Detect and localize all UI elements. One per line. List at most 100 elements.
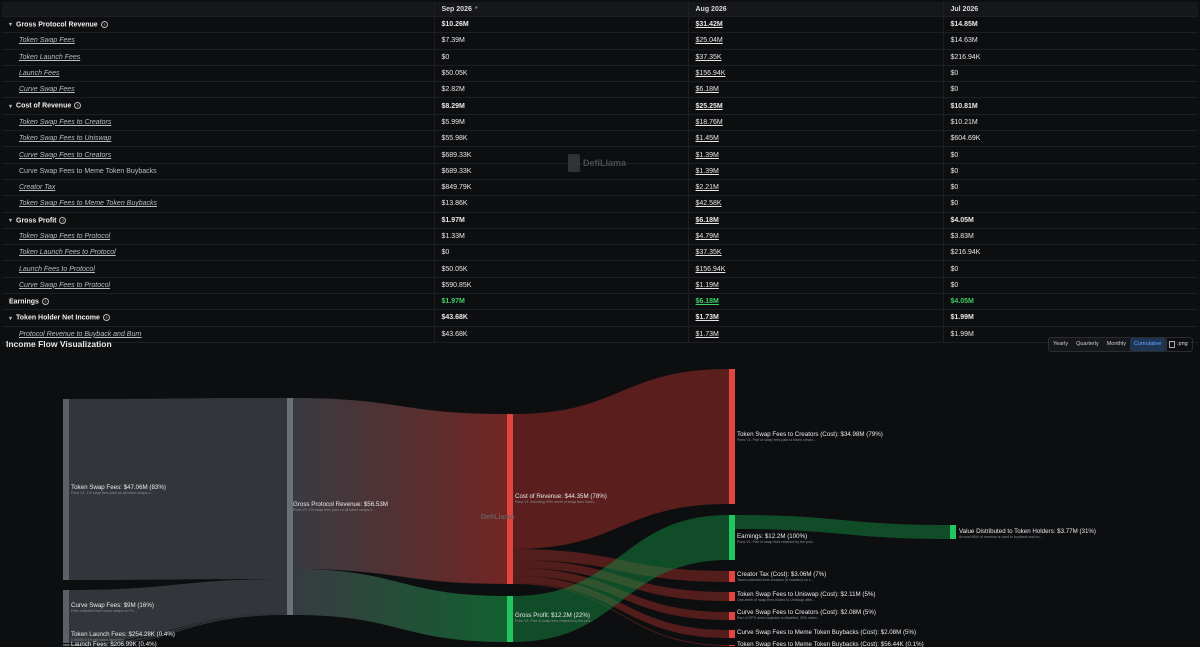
row-label-text: Token Swap Fees to Uniswap <box>19 135 112 143</box>
cell-value: $0 <box>942 260 1198 278</box>
sankey-node-csfc[interactable] <box>729 612 735 620</box>
row-label[interactable]: Creator Tax <box>2 179 434 197</box>
cell-value: $6.18M <box>687 293 943 311</box>
cell-value: $1.45M <box>687 130 943 148</box>
cell-value: $5.99M <box>433 114 688 132</box>
row-label[interactable]: Curve Swap Fees to Creators <box>2 146 434 164</box>
period-monthly-button[interactable]: Monthly <box>1106 341 1126 347</box>
sankey-node-vdth[interactable] <box>950 525 956 539</box>
row-label[interactable]: Token Swap Fees to Meme Token Buybacks <box>2 195 434 213</box>
sankey-label-earn: Earnings: $12.2M (100%) <box>737 533 807 540</box>
cell-value: $1.97M <box>433 212 688 229</box>
cell-value: $43.68K <box>433 326 688 343</box>
sankey-node-ctax[interactable] <box>729 571 735 582</box>
sankey-label-gpr: Gross Protocol Revenue: $56.53M <box>293 501 388 508</box>
cell-value: $604.69K <box>942 130 1198 148</box>
chevron-down-icon[interactable]: ▾ <box>9 217 13 224</box>
info-icon[interactable]: ? <box>102 314 110 322</box>
sankey-label-lf: Launch Fees: $206.99K (0.4%) <box>71 641 157 647</box>
cell-value: $0 <box>942 277 1198 295</box>
info-icon[interactable]: ? <box>100 20 108 28</box>
sankey-node-tlf[interactable] <box>63 644 69 646</box>
sankey-node-tsfu[interactable] <box>729 592 735 601</box>
cell-value: $1.19M <box>687 277 943 295</box>
chevron-down-icon[interactable]: ▾ <box>9 103 13 110</box>
download-png-button[interactable]: .png <box>1164 337 1193 352</box>
row-label[interactable]: Curve Swap Fees to Protocol <box>2 277 434 295</box>
row-label: ▾ Gross Protocol Revenue? <box>2 16 434 34</box>
cell-value: $8.29M <box>433 97 688 115</box>
row-label[interactable]: Token Swap Fees to Uniswap <box>2 130 434 148</box>
table-header-row: Sep 2026 * Aug 2026 Jul 2026 <box>2 2 1198 17</box>
chevron-down-icon[interactable]: ▾ <box>9 22 13 29</box>
cell-value: $14.85M <box>942 16 1198 34</box>
row-label: ▾ Gross Profit? <box>2 212 434 229</box>
period-quarterly-button[interactable]: Quarterly <box>1076 341 1099 347</box>
row-label[interactable]: Token Launch Fees <box>2 49 434 66</box>
info-icon[interactable]: ? <box>74 102 82 110</box>
header-jul-2026[interactable]: Jul 2026 <box>942 2 1198 17</box>
row-label-text: Curve Swap Fees to Protocol <box>19 281 111 289</box>
cell-value: $689.33K <box>433 163 688 180</box>
row-label[interactable]: Curve Swap Fees <box>2 81 434 99</box>
row-label-text: Token Launch Fees <box>19 53 81 61</box>
cell-value: $1.39M <box>687 163 943 180</box>
cell-value: $0 <box>942 163 1198 180</box>
header-sep-2026[interactable]: Sep 2026 * <box>433 2 688 17</box>
sankey-node-earn[interactable] <box>729 515 735 560</box>
png-label: .png <box>1177 341 1188 347</box>
sankey-node-cor[interactable] <box>507 414 513 584</box>
sankey-sublabel-csf: Fees collected from curve swaps on Po... <box>71 609 137 613</box>
period-yearly-button[interactable]: Yearly <box>1053 341 1069 347</box>
sankey-sublabel-csfc: Part of CPS when buyback is disabled, 30… <box>737 616 820 620</box>
sankey-sublabel-gp: Pons V1: Part of swap fees retained by t… <box>515 619 593 623</box>
row-label-text: Gross Profit <box>16 216 57 224</box>
sankey-sublabel-tsf: Pons V1: 1% swap fees paid on all token … <box>71 491 153 495</box>
cell-value: $25.25M <box>687 97 943 115</box>
row-label[interactable]: Token Launch Fees to Protocol <box>2 244 434 262</box>
flow-curve-swap-fees <box>69 579 287 643</box>
flow-to-token-holders <box>735 515 950 539</box>
sankey-sublabel-ctax: Taxes collected from creators (if enable… <box>737 578 814 582</box>
row-label[interactable]: Token Swap Fees to Protocol <box>2 228 434 246</box>
table-row: Token Swap Fees to Uniswap $55.98K $1.45M $… <box>2 130 1198 148</box>
flow-to-cost-of-revenue <box>293 398 507 584</box>
cell-value: $156.94K <box>687 65 943 83</box>
sankey-node-csfm[interactable] <box>729 630 735 638</box>
info-icon[interactable]: ? <box>59 216 67 224</box>
table-row[interactable]: ▾ Cost of Revenue? $8.29M $25.25M $10.81M <box>2 97 1198 115</box>
sankey-node-gpr[interactable] <box>287 398 293 615</box>
row-label[interactable]: Protocol Revenue to Buyback and Burn <box>2 326 434 343</box>
row-label[interactable]: Token Swap Fees to Creators <box>2 114 434 132</box>
sankey-sublabel-cor: Pons V1: including 99% worth of swap fee… <box>515 500 597 504</box>
cell-value: $7.39M <box>433 32 688 50</box>
cell-value: $849.79K <box>433 179 688 197</box>
table-row: Launch Fees $50.05K $156.94K $0 <box>2 65 1198 83</box>
cell-value: $42.58K <box>687 195 943 213</box>
row-label-text: Curve Swap Fees to Meme Token Buybacks <box>19 167 157 175</box>
table-row[interactable]: ▾ Token Holder Net Income? $43.68K $1.73M $1… <box>2 309 1198 327</box>
chevron-down-icon[interactable]: ▾ <box>9 315 13 322</box>
cell-value: $4.79M <box>687 228 943 246</box>
table-row[interactable]: ▾ Gross Profit? $1.97M $6.18M $4.05M <box>2 212 1198 229</box>
cell-value: $10.21M <box>942 114 1198 132</box>
row-label[interactable]: Launch Fees <box>2 65 434 83</box>
sankey-node-tsf[interactable] <box>63 399 69 580</box>
row-label[interactable]: Token Swap Fees <box>2 32 434 50</box>
sankey-node-csf[interactable] <box>63 590 69 643</box>
cell-value: $0 <box>433 49 688 66</box>
sankey-node-tsfm[interactable] <box>729 645 735 646</box>
header-label-col <box>2 2 434 17</box>
row-label-text: Token Swap Fees to Meme Token Buybacks <box>19 200 158 208</box>
table-row[interactable]: ▾ Gross Protocol Revenue? $10.26M $31.42M $1… <box>2 16 1198 34</box>
row-label-text: Cost of Revenue <box>16 102 72 110</box>
sankey-sublabel-earn: Pons V1: Part of swap fees retained by t… <box>737 540 815 544</box>
sankey-node-gp[interactable] <box>507 596 513 642</box>
table-row: Token Launch Fees $0 $37.35K $216.94K <box>2 49 1198 66</box>
header-aug-2026[interactable]: Aug 2026 <box>687 2 943 17</box>
period-cumulative-button[interactable]: Cumulative <box>1129 338 1166 351</box>
info-icon[interactable]: ? <box>41 298 49 306</box>
sankey-node-tsfc[interactable] <box>729 369 735 504</box>
row-label-text: Token Swap Fees to Creators <box>19 118 112 126</box>
row-label[interactable]: Launch Fees to Protocol <box>2 260 434 278</box>
